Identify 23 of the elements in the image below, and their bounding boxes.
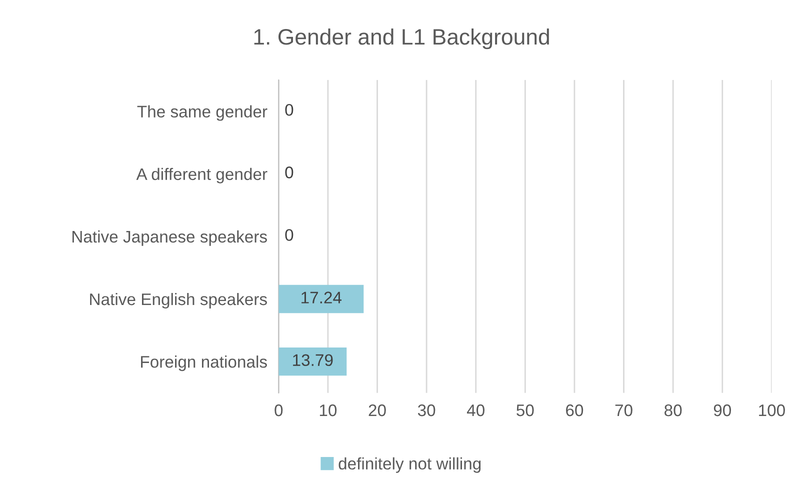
x-tick-label: 40 [466,404,484,416]
data-label: 0 [285,166,294,178]
data-label: 17.24 [302,292,342,304]
x-tick-label: 0 [274,404,283,416]
y-tick-label: The same gender [137,105,268,121]
x-tick-label: 100 [759,404,785,416]
x-tick-label: 10 [320,404,337,416]
legend-label: definitely not willing [338,457,481,473]
x-tick-label: 60 [566,404,584,416]
x-tick-label: 80 [664,404,682,416]
data-label: 13.79 [293,354,333,366]
x-tick-label: 70 [615,404,632,416]
chart-title: 1. Gender and L1 Background [254,28,549,50]
y-tick-label: A different gender [136,168,268,184]
y-tick-label: Foreign nationals [141,356,267,372]
y-tick-label: Native English speakers [90,292,267,308]
data-label: 0 [285,104,294,116]
y-tick-label: Native Japanese speakers [72,230,267,246]
x-tick-label: 90 [714,404,731,416]
data-label: 0 [285,229,294,241]
x-tick-label: 30 [418,404,436,416]
x-tick-label: 20 [368,404,386,416]
x-tick-label: 50 [516,404,534,416]
